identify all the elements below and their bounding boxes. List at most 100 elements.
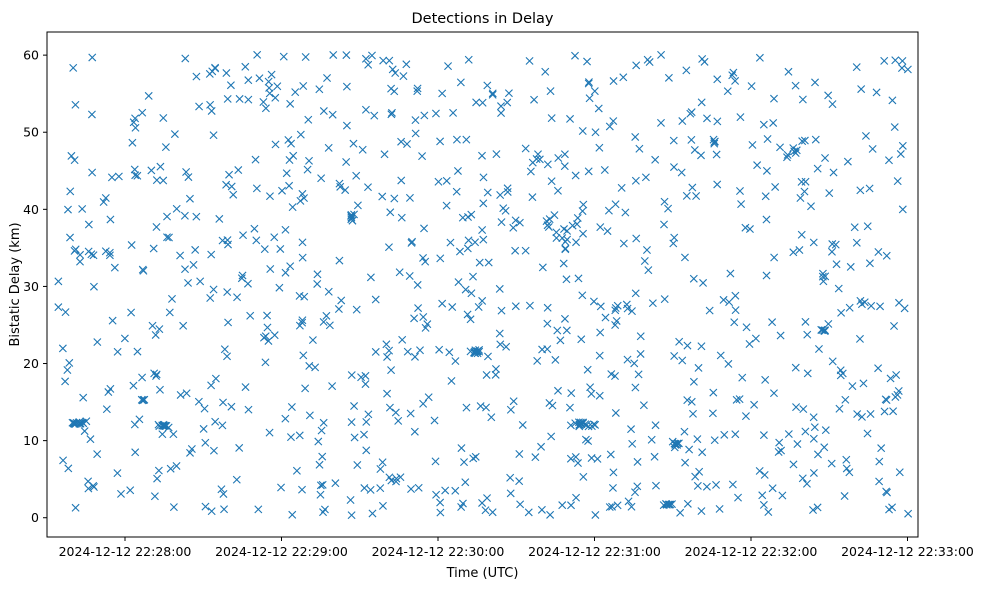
data-point: [423, 320, 432, 329]
data-point: [182, 389, 191, 398]
data-point: [243, 279, 252, 288]
data-point: [547, 177, 556, 186]
data-point: [502, 342, 511, 351]
data-point: [821, 153, 830, 162]
data-point: [541, 67, 550, 76]
data-point: [585, 94, 594, 103]
data-point: [800, 136, 809, 145]
data-point: [227, 182, 236, 191]
data-point: [436, 254, 445, 263]
data-point: [287, 139, 296, 148]
data-point: [368, 509, 377, 518]
data-point: [337, 296, 346, 305]
data-point: [314, 437, 323, 446]
data-point: [84, 484, 93, 493]
data-point: [402, 60, 411, 69]
data-point: [399, 72, 408, 81]
data-point: [898, 205, 907, 214]
data-point: [660, 295, 669, 304]
data-point: [371, 295, 380, 304]
data-point: [488, 90, 497, 99]
data-point: [273, 82, 282, 91]
data-point: [809, 468, 818, 477]
data-point: [811, 135, 820, 144]
data-point: [524, 508, 533, 517]
data-point: [361, 380, 370, 389]
data-point: [482, 403, 491, 412]
data-point: [93, 338, 102, 347]
data-point: [818, 272, 827, 281]
data-point: [665, 500, 674, 509]
data-point: [729, 68, 738, 77]
data-point: [414, 304, 423, 313]
data-point: [880, 56, 889, 65]
data-point: [825, 189, 834, 198]
data-point: [503, 187, 512, 196]
data-point: [759, 120, 768, 129]
data-point: [335, 256, 344, 265]
data-point: [457, 444, 466, 453]
data-point: [642, 246, 651, 255]
data-point: [657, 118, 665, 127]
data-point: [566, 421, 575, 430]
data-point: [801, 177, 810, 186]
data-point: [448, 303, 457, 312]
data-point: [215, 214, 224, 223]
data-point: [678, 117, 687, 126]
data-point: [206, 294, 215, 303]
data-point: [296, 130, 305, 139]
data-point: [464, 55, 473, 64]
data-point: [797, 230, 806, 239]
data-point: [617, 183, 626, 192]
data-point: [362, 417, 371, 426]
data-point: [863, 429, 872, 438]
x-tick-label: 2024-12-12 22:29:00: [215, 544, 348, 559]
data-point: [170, 130, 179, 139]
data-point: [730, 318, 739, 327]
data-point: [113, 469, 122, 478]
data-point: [466, 315, 475, 324]
data-point: [827, 247, 836, 256]
data-point: [271, 93, 280, 102]
data-point: [324, 143, 333, 152]
data-point: [755, 466, 764, 475]
data-point: [641, 173, 650, 182]
data-point: [800, 187, 809, 196]
data-point: [299, 82, 308, 90]
data-point: [264, 336, 273, 345]
data-point: [357, 373, 366, 382]
data-point: [554, 154, 563, 163]
data-point: [347, 418, 356, 427]
data-point: [276, 244, 285, 253]
data-point: [731, 306, 740, 315]
data-point: [265, 192, 274, 201]
data-point: [809, 505, 818, 514]
data-point: [76, 257, 84, 266]
data-point: [76, 250, 85, 259]
data-point: [634, 370, 643, 379]
data-point: [802, 479, 811, 488]
data-point: [543, 160, 552, 169]
data-point: [586, 383, 595, 392]
data-point: [622, 300, 631, 309]
data-point: [515, 218, 524, 227]
data-point: [435, 345, 444, 354]
data-point: [163, 233, 171, 242]
data-point: [841, 395, 850, 404]
data-point: [488, 508, 497, 517]
data-point: [244, 76, 253, 85]
data-point: [176, 390, 185, 399]
data-point: [789, 460, 798, 469]
data-point: [144, 91, 153, 100]
data-point: [200, 404, 209, 413]
data-point: [532, 154, 541, 163]
data-point: [818, 269, 827, 278]
data-point: [547, 114, 556, 123]
data-point: [603, 227, 612, 236]
data-point: [207, 250, 216, 259]
data-point: [342, 51, 351, 60]
data-point: [710, 139, 719, 148]
data-point: [664, 204, 673, 213]
data-point: [657, 50, 666, 59]
data-point: [710, 137, 719, 146]
